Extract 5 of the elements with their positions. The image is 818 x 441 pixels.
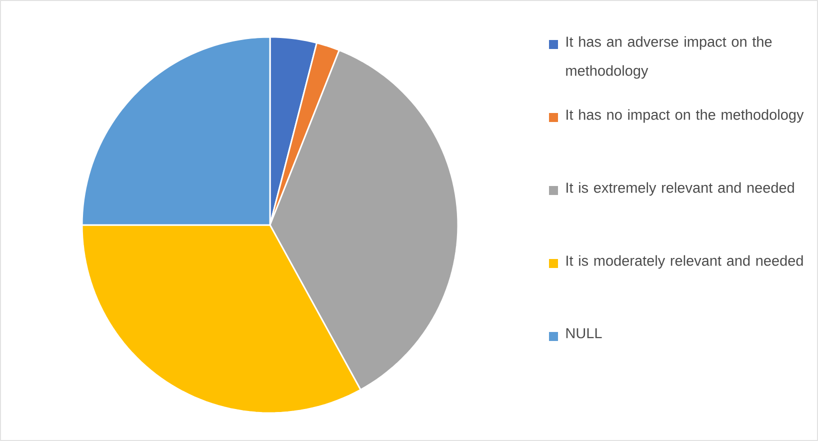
legend-label: NULL xyxy=(566,328,602,338)
legend-label: It is extremely relevant and needed xyxy=(566,182,794,196)
legend-label: It is moderately relevant and needed xyxy=(566,255,803,269)
legend-label: It has no impact on the methodology xyxy=(566,109,804,123)
legend-label: It has an adverse impact on the methodology xyxy=(566,36,772,79)
